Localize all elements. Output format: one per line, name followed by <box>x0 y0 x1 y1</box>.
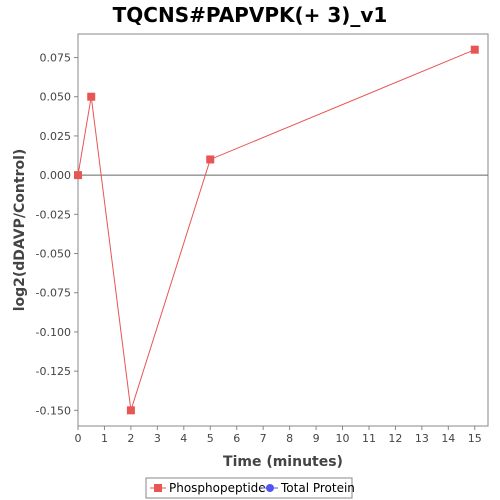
plot-area <box>77 33 489 427</box>
x-axis: 0 1 2 3 4 5 6 7 8 9 10 11 12 13 14 15 <box>75 426 482 445</box>
x-tick-label: 10 <box>336 432 350 445</box>
legend-label-total-protein: Total Protein <box>280 481 355 495</box>
data-point-phosphopeptide <box>74 171 82 180</box>
x-tick-label: 2 <box>127 432 134 445</box>
x-tick-label: 12 <box>388 432 402 445</box>
data-point-phosphopeptide <box>87 92 96 101</box>
legend: Phosphopeptide Total Protein <box>145 477 355 499</box>
y-tick-label: 0.025 <box>40 130 72 143</box>
legend-label-phosphopeptide: Phosphopeptide <box>169 481 266 495</box>
y-tick-label: -0.125 <box>36 365 71 378</box>
x-axis-label: Time (minutes) <box>223 454 343 470</box>
y-axis: -0.150 -0.125 -0.100 -0.075 -0.050 -0.025 0.00… <box>36 52 78 417</box>
y-tick-label: -0.150 <box>36 404 71 417</box>
y-tick-label: -0.025 <box>36 208 71 221</box>
y-tick-label: 0.000 <box>40 169 72 182</box>
data-point-phosphopeptide <box>470 45 479 54</box>
y-axis-label: log2(dDAVP/Control) <box>12 149 28 312</box>
x-tick-label: 7 <box>260 432 267 445</box>
y-tick-label: -0.050 <box>36 248 71 261</box>
chart-title: TQCNS#PAPVPK(+ 3)_v1 <box>113 3 388 27</box>
x-tick-label: 4 <box>180 432 187 445</box>
y-tick-label: -0.075 <box>36 287 71 300</box>
legend-item-phosphopeptide: Phosphopeptide <box>150 481 266 495</box>
data-point-phosphopeptide <box>206 155 215 164</box>
y-tick-label: 0.075 <box>40 52 72 65</box>
x-tick-label: 14 <box>441 432 455 445</box>
x-tick-label: 0 <box>75 432 82 445</box>
legend-marker-total-protein <box>266 484 274 492</box>
legend-box <box>145 477 353 499</box>
x-tick-label: 13 <box>415 432 429 445</box>
x-tick-label: 6 <box>233 432 240 445</box>
series-group <box>74 45 479 415</box>
legend-marker-phosphopeptide <box>154 484 162 492</box>
x-tick-label: 5 <box>207 432 214 445</box>
x-tick-label: 9 <box>313 432 320 445</box>
y-tick-label: -0.100 <box>36 326 71 339</box>
x-tick-label: 11 <box>362 432 376 445</box>
data-point-phosphopeptide <box>126 406 135 415</box>
x-tick-label: 8 <box>286 432 293 445</box>
x-tick-label: 15 <box>468 432 482 445</box>
legend-item-total-protein: Total Protein <box>262 481 355 495</box>
x-tick-label: 3 <box>154 432 161 445</box>
x-tick-label: 1 <box>101 432 108 445</box>
y-tick-label: 0.050 <box>40 91 72 104</box>
